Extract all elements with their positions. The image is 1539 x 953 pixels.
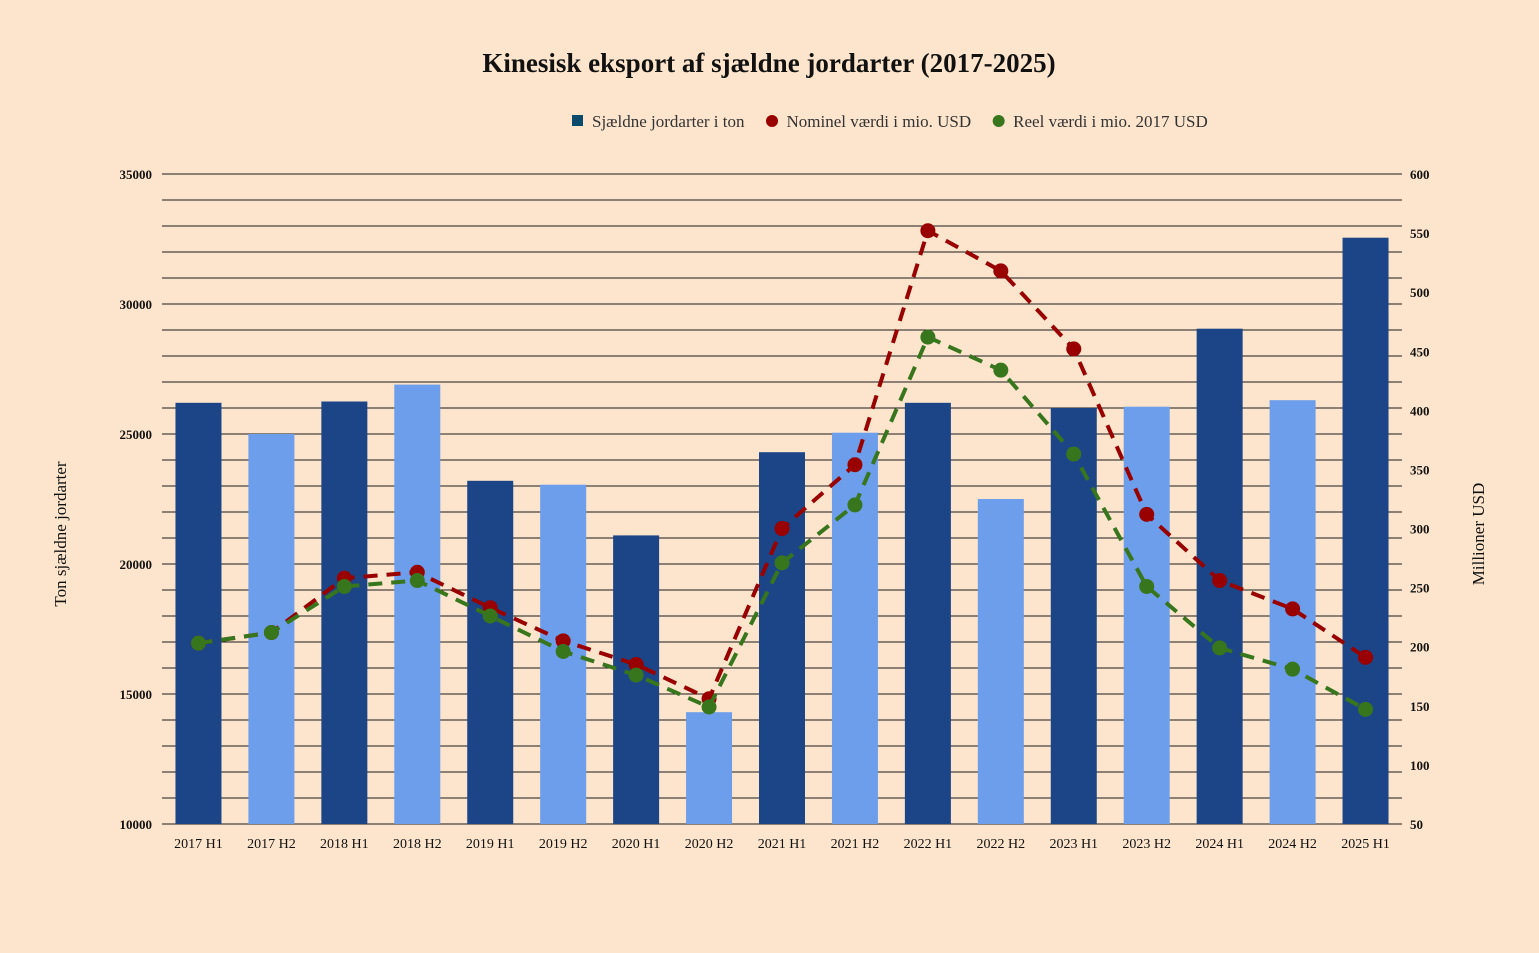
data-point bbox=[701, 699, 717, 715]
y-tick-label: 30000 bbox=[120, 297, 153, 312]
bar bbox=[904, 402, 951, 824]
bar bbox=[1050, 408, 1097, 824]
y2-tick-label: 100 bbox=[1410, 758, 1430, 773]
data-point bbox=[482, 608, 498, 624]
y2-tick-label: 250 bbox=[1410, 581, 1430, 596]
bar bbox=[831, 432, 878, 824]
x-tick-label: 2023 H1 bbox=[1049, 837, 1098, 852]
legend: Sjældne jordarter i ton Nominel værdi i m… bbox=[572, 112, 1208, 131]
data-point bbox=[1285, 601, 1301, 617]
x-tick-label: 2022 H1 bbox=[904, 837, 953, 852]
x-tick-label: 2019 H1 bbox=[466, 837, 515, 852]
y2-tick-label: 550 bbox=[1410, 226, 1430, 241]
legend-swatch bbox=[992, 115, 1005, 127]
legend-label: Reel værdi i mio. 2017 USD bbox=[1013, 112, 1208, 131]
y2-tick-label: 500 bbox=[1410, 285, 1430, 300]
data-point bbox=[774, 521, 790, 537]
legend-swatch bbox=[572, 115, 583, 126]
x-tick-label: 2019 H2 bbox=[539, 837, 588, 852]
y-tick-label: 15000 bbox=[120, 687, 153, 702]
y-tick-label: 10000 bbox=[120, 817, 153, 832]
y-tick-label: 20000 bbox=[120, 557, 153, 572]
legend-label: Nominel værdi i mio. USD bbox=[787, 112, 972, 131]
x-tick-label: 2020 H1 bbox=[612, 837, 661, 852]
data-point bbox=[628, 667, 644, 683]
x-tick-label: 2017 H2 bbox=[247, 837, 296, 852]
x-tick-label: 2018 H2 bbox=[393, 837, 442, 852]
bar bbox=[175, 402, 222, 824]
data-point bbox=[1066, 446, 1082, 462]
y2-tick-label: 600 bbox=[1410, 167, 1430, 182]
x-tick-label: 2020 H2 bbox=[685, 837, 734, 852]
data-point bbox=[263, 625, 279, 641]
bar bbox=[1342, 237, 1389, 824]
x-tick-label: 2017 H1 bbox=[174, 837, 223, 852]
data-point bbox=[1212, 573, 1228, 589]
line-series bbox=[190, 223, 1374, 717]
y2-tick-label: 350 bbox=[1410, 462, 1430, 477]
data-point bbox=[774, 555, 790, 571]
data-point bbox=[993, 263, 1009, 279]
y2-tick-label: 300 bbox=[1410, 522, 1430, 537]
x-tick-label: 2021 H1 bbox=[758, 837, 807, 852]
x-tick-label: 2023 H2 bbox=[1122, 837, 1171, 852]
y2-tick-label: 200 bbox=[1410, 640, 1430, 655]
bar bbox=[321, 401, 368, 824]
data-point bbox=[1212, 640, 1228, 656]
chart-title: Kinesisk eksport af sjældne jordarter (2… bbox=[482, 48, 1055, 78]
data-point bbox=[1285, 661, 1301, 677]
bar bbox=[394, 384, 441, 824]
legend-swatch bbox=[766, 115, 779, 127]
x-tick-label: 2022 H2 bbox=[977, 837, 1026, 852]
bar bbox=[1123, 406, 1170, 824]
data-point bbox=[628, 656, 644, 672]
data-point bbox=[409, 573, 425, 589]
y2-tick-label: 150 bbox=[1410, 699, 1430, 714]
data-point bbox=[190, 635, 206, 651]
data-point bbox=[847, 497, 863, 513]
x-tick-label: 2024 H2 bbox=[1268, 837, 1317, 852]
y2-axis-title: Millioner USD bbox=[1469, 483, 1488, 585]
data-point bbox=[1358, 649, 1374, 665]
data-point bbox=[1139, 578, 1155, 594]
x-tick-label: 2018 H1 bbox=[320, 837, 369, 852]
x-tick-label: 2025 H1 bbox=[1341, 837, 1390, 852]
bar-series bbox=[175, 237, 1389, 824]
data-point bbox=[1358, 701, 1374, 717]
data-point bbox=[993, 362, 1009, 378]
y2-tick-label: 450 bbox=[1410, 344, 1430, 359]
y2-tick-label: 400 bbox=[1410, 403, 1430, 418]
x-tick-label: 2024 H1 bbox=[1195, 837, 1244, 852]
y2-tick-label: 50 bbox=[1410, 817, 1423, 832]
legend-label: Sjældne jordarter i ton bbox=[592, 112, 745, 131]
y-tick-label: 35000 bbox=[120, 167, 153, 182]
data-point bbox=[555, 643, 571, 659]
data-point bbox=[555, 633, 571, 649]
bar bbox=[759, 452, 805, 824]
data-point bbox=[847, 457, 863, 473]
y-tick-label: 25000 bbox=[120, 427, 153, 442]
y-axis-title: Ton sjældne jordarter bbox=[51, 461, 70, 607]
data-point bbox=[920, 329, 936, 345]
data-point bbox=[1066, 341, 1082, 357]
x-tick-label: 2021 H2 bbox=[831, 837, 880, 852]
bar bbox=[686, 712, 733, 824]
data-point bbox=[336, 578, 352, 594]
axes: 2017 H1 2017 H2 2018 H1 2018 H2 2019 H1 2019 … bbox=[120, 167, 1430, 852]
data-point bbox=[920, 223, 936, 239]
data-point bbox=[1139, 506, 1155, 522]
bar bbox=[977, 499, 1024, 824]
bar bbox=[467, 480, 514, 824]
